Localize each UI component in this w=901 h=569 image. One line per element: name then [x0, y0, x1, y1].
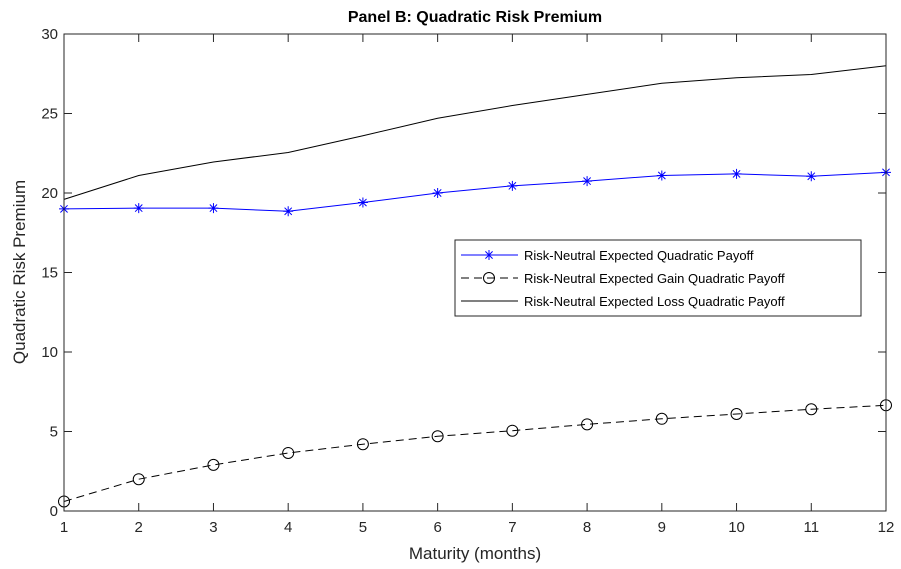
series-loss-quadratic-payoff	[63, 65, 887, 200]
data-point-quadratic-payoff	[582, 176, 593, 187]
legend-entry-loss-quadratic-payoff: Risk-Neutral Expected Loss Quadratic Pay…	[461, 294, 785, 309]
legend-marker-gain-quadratic-payoff	[483, 272, 495, 284]
y-axis-title: Quadratic Risk Premium	[10, 180, 29, 364]
series-line-gain-quadratic-payoff	[63, 404, 887, 502]
y-axis: 0 5 10 15 20 25 30	[41, 26, 886, 520]
x-tick-label: 7	[508, 519, 516, 536]
x-tick-label: 4	[284, 519, 292, 536]
x-axis-title: Maturity (months)	[409, 544, 541, 563]
data-point-gain-quadratic-payoff	[431, 430, 444, 443]
y-tick-label: 5	[50, 424, 58, 441]
data-point-quadratic-payoff	[432, 188, 443, 198]
data-point-gain-quadratic-payoff	[506, 424, 519, 437]
x-tick-label: 11	[803, 519, 819, 536]
data-point-quadratic-payoff	[507, 180, 518, 191]
x-tick-label: 2	[135, 519, 143, 536]
x-axis: 1 2 3 4 5 6 7 8 9 10 11 12	[60, 34, 895, 536]
data-point-gain-quadratic-payoff	[282, 446, 295, 459]
data-point-gain-quadratic-payoff	[581, 418, 594, 431]
chart-title: Panel B: Quadratic Risk Premium	[348, 9, 602, 26]
data-point-gain-quadratic-payoff	[132, 473, 145, 486]
legend-entry-gain-quadratic-payoff: Risk-Neutral Expected Gain Quadratic Pay…	[461, 271, 785, 286]
data-point-quadratic-payoff	[133, 203, 144, 214]
data-point-gain-quadratic-payoff	[730, 408, 743, 421]
series-line-quadratic-payoff	[63, 171, 887, 212]
data-point-quadratic-payoff	[283, 206, 294, 217]
x-tick-label: 1	[60, 519, 68, 536]
series-layer	[58, 65, 892, 508]
y-tick-label: 30	[41, 26, 58, 43]
series-line-loss-quadratic-payoff	[63, 65, 887, 200]
data-point-gain-quadratic-payoff	[805, 403, 818, 416]
legend: Risk-Neutral Expected Quadratic Payoff Ri…	[454, 239, 862, 317]
data-point-gain-quadratic-payoff	[655, 412, 668, 425]
x-tick-label: 12	[878, 519, 895, 536]
data-point-gain-quadratic-payoff	[356, 438, 369, 451]
x-tick-label: 9	[658, 519, 666, 536]
legend-marker-quadratic-payoff	[484, 250, 494, 260]
data-point-quadratic-payoff	[806, 171, 817, 182]
y-tick-label: 15	[41, 265, 58, 282]
legend-label-quadratic-payoff: Risk-Neutral Expected Quadratic Payoff	[524, 248, 754, 263]
data-point-gain-quadratic-payoff	[207, 458, 220, 471]
data-point-quadratic-payoff	[357, 197, 368, 208]
x-tick-label: 3	[209, 519, 217, 536]
data-point-quadratic-payoff	[208, 203, 219, 214]
legend-box	[454, 239, 862, 317]
x-tick-label: 6	[433, 519, 441, 536]
legend-label-gain-quadratic-payoff: Risk-Neutral Expected Gain Quadratic Pay…	[524, 271, 785, 286]
y-tick-label: 0	[50, 503, 58, 520]
x-tick-label: 10	[728, 519, 745, 536]
legend-label-loss-quadratic-payoff: Risk-Neutral Expected Loss Quadratic Pay…	[524, 294, 785, 309]
y-tick-label: 25	[41, 106, 58, 123]
legend-entry-quadratic-payoff: Risk-Neutral Expected Quadratic Payoff	[461, 248, 754, 263]
y-tick-label: 20	[41, 185, 58, 202]
y-tick-label: 10	[41, 344, 58, 361]
x-tick-label: 5	[359, 519, 367, 536]
x-tick-label: 8	[583, 519, 591, 536]
data-point-quadratic-payoff	[656, 170, 667, 181]
data-point-quadratic-payoff	[731, 168, 742, 179]
